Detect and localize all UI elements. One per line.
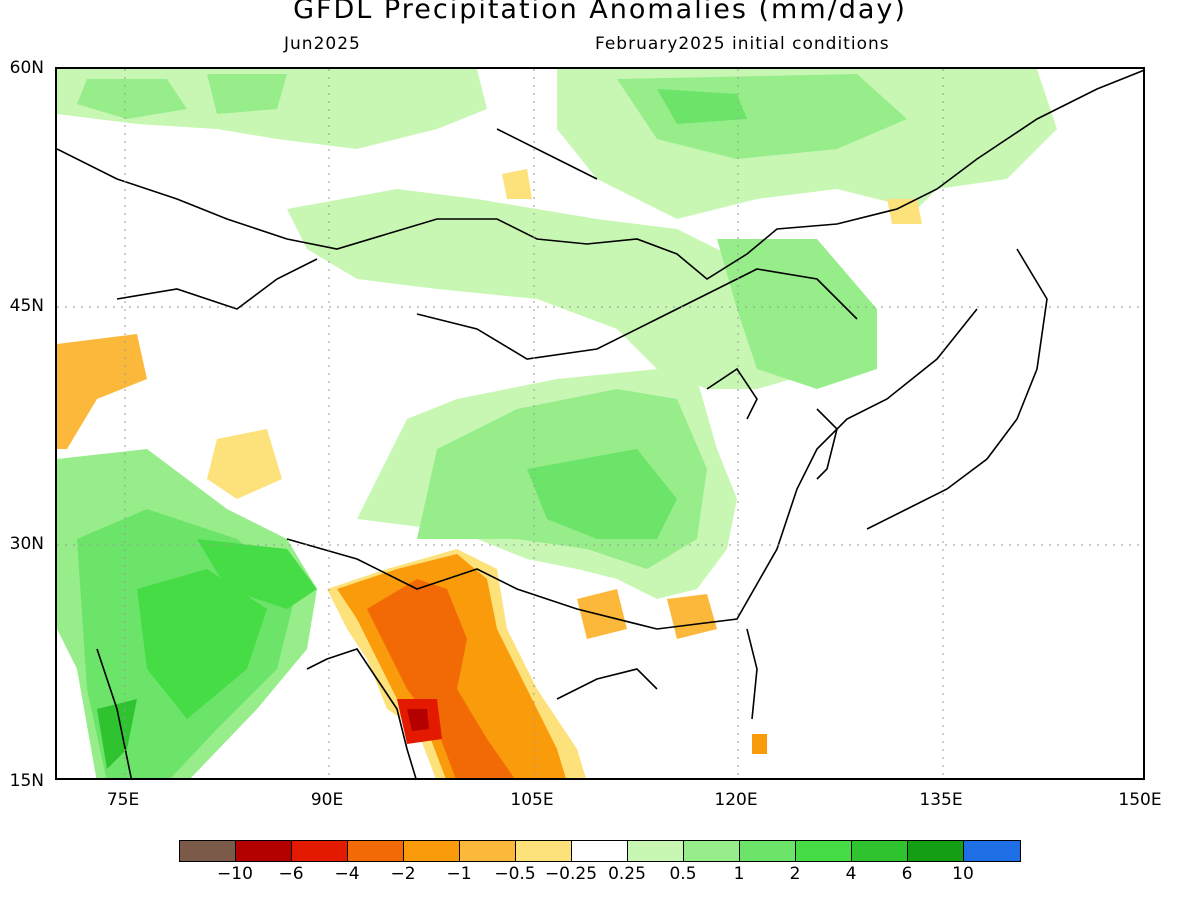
graticule [57, 69, 1143, 778]
colorbar-swatch [796, 841, 852, 861]
colorbar-label: −4 [334, 864, 360, 884]
colorbar-label: 10 [952, 864, 974, 884]
colorbar-label: −1 [446, 864, 472, 884]
colorbar-label: −6 [278, 864, 304, 884]
lon-label-105e: 105E [510, 790, 554, 810]
negative-anomaly-layer [57, 169, 922, 778]
colorbar-swatch [180, 841, 236, 861]
colorbar-label: 0.25 [608, 864, 646, 884]
colorbar-swatch [292, 841, 348, 861]
colorbar-swatch [460, 841, 516, 861]
map-canvas [57, 69, 1143, 778]
lon-label-135e: 135E [919, 790, 963, 810]
colorbar-swatch [740, 841, 796, 861]
colorbar-swatch [684, 841, 740, 861]
lat-label-45n: 45N [9, 296, 44, 316]
colorbar-swatch [852, 841, 908, 861]
lat-label-60n: 60N [9, 58, 44, 78]
lat-label-15n: 15N [9, 771, 44, 791]
colorbar-swatch [908, 841, 964, 861]
colorbar-swatch [516, 841, 572, 861]
map-title: GFDL Precipitation Anomalies (mm/day) [293, 0, 907, 25]
colorbar-label: 4 [845, 864, 857, 884]
initial-conditions: February2025 initial conditions [595, 34, 890, 54]
colorbar-swatch [964, 841, 1020, 861]
positive-anomaly-layer [57, 69, 1057, 778]
colorbar-label: −0.25 [544, 864, 598, 884]
colorbar-label: −0.5 [494, 864, 536, 884]
lat-label-30n: 30N [9, 534, 44, 554]
colorbar-swatch [404, 841, 460, 861]
colorbar-label: 2 [789, 864, 801, 884]
lon-label-120e: 120E [714, 790, 758, 810]
colorbar-label: 0.5 [669, 864, 697, 884]
colorbar-label: 6 [901, 864, 913, 884]
lon-label-75e: 75E [106, 790, 140, 810]
coastline-layer [57, 69, 1143, 778]
colorbar-label: −2 [390, 864, 416, 884]
colorbar-label: 1 [733, 864, 745, 884]
colorbar [179, 840, 1021, 862]
precipitation-map [55, 67, 1145, 780]
forecast-month: Jun2025 [284, 34, 361, 54]
lon-label-90e: 90E [310, 790, 344, 810]
colorbar-swatch [236, 841, 292, 861]
colorbar-label: −10 [217, 864, 253, 884]
lon-label-150e: 150E [1118, 790, 1162, 810]
colorbar-swatch [628, 841, 684, 861]
colorbar-swatch [572, 841, 628, 861]
colorbar-swatch [348, 841, 404, 861]
